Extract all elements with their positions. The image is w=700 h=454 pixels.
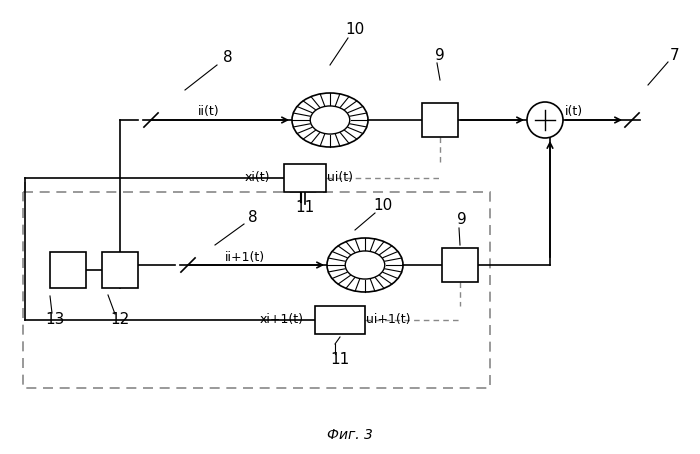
Text: ui(t): ui(t) xyxy=(327,172,353,184)
Text: i(t): i(t) xyxy=(565,105,583,118)
Text: xi+1(t): xi+1(t) xyxy=(260,314,304,326)
Text: 11: 11 xyxy=(295,201,314,216)
Text: 8: 8 xyxy=(223,50,233,65)
Bar xyxy=(50,252,86,288)
Bar xyxy=(284,164,326,192)
Text: ui+1(t): ui+1(t) xyxy=(366,314,410,326)
Circle shape xyxy=(527,102,563,138)
Text: 13: 13 xyxy=(46,312,64,327)
Text: ii(t): ii(t) xyxy=(198,105,220,118)
Text: 12: 12 xyxy=(111,312,130,327)
Text: 10: 10 xyxy=(345,23,365,38)
Bar xyxy=(23,192,490,388)
Text: 9: 9 xyxy=(457,212,467,227)
Text: ii+1(t): ii+1(t) xyxy=(225,251,265,263)
Text: Фиг. 3: Фиг. 3 xyxy=(327,428,373,442)
Ellipse shape xyxy=(345,251,385,279)
Text: 9: 9 xyxy=(435,48,445,63)
Ellipse shape xyxy=(292,93,368,147)
Text: 7: 7 xyxy=(670,48,680,63)
Bar xyxy=(102,252,138,288)
Text: xi(t): xi(t) xyxy=(245,172,270,184)
Ellipse shape xyxy=(327,238,403,292)
Text: 11: 11 xyxy=(330,352,349,367)
Text: 8: 8 xyxy=(248,209,258,224)
Ellipse shape xyxy=(310,106,350,134)
Bar xyxy=(315,306,365,334)
Bar xyxy=(442,248,478,282)
Bar xyxy=(422,103,458,137)
Text: 10: 10 xyxy=(373,197,393,212)
